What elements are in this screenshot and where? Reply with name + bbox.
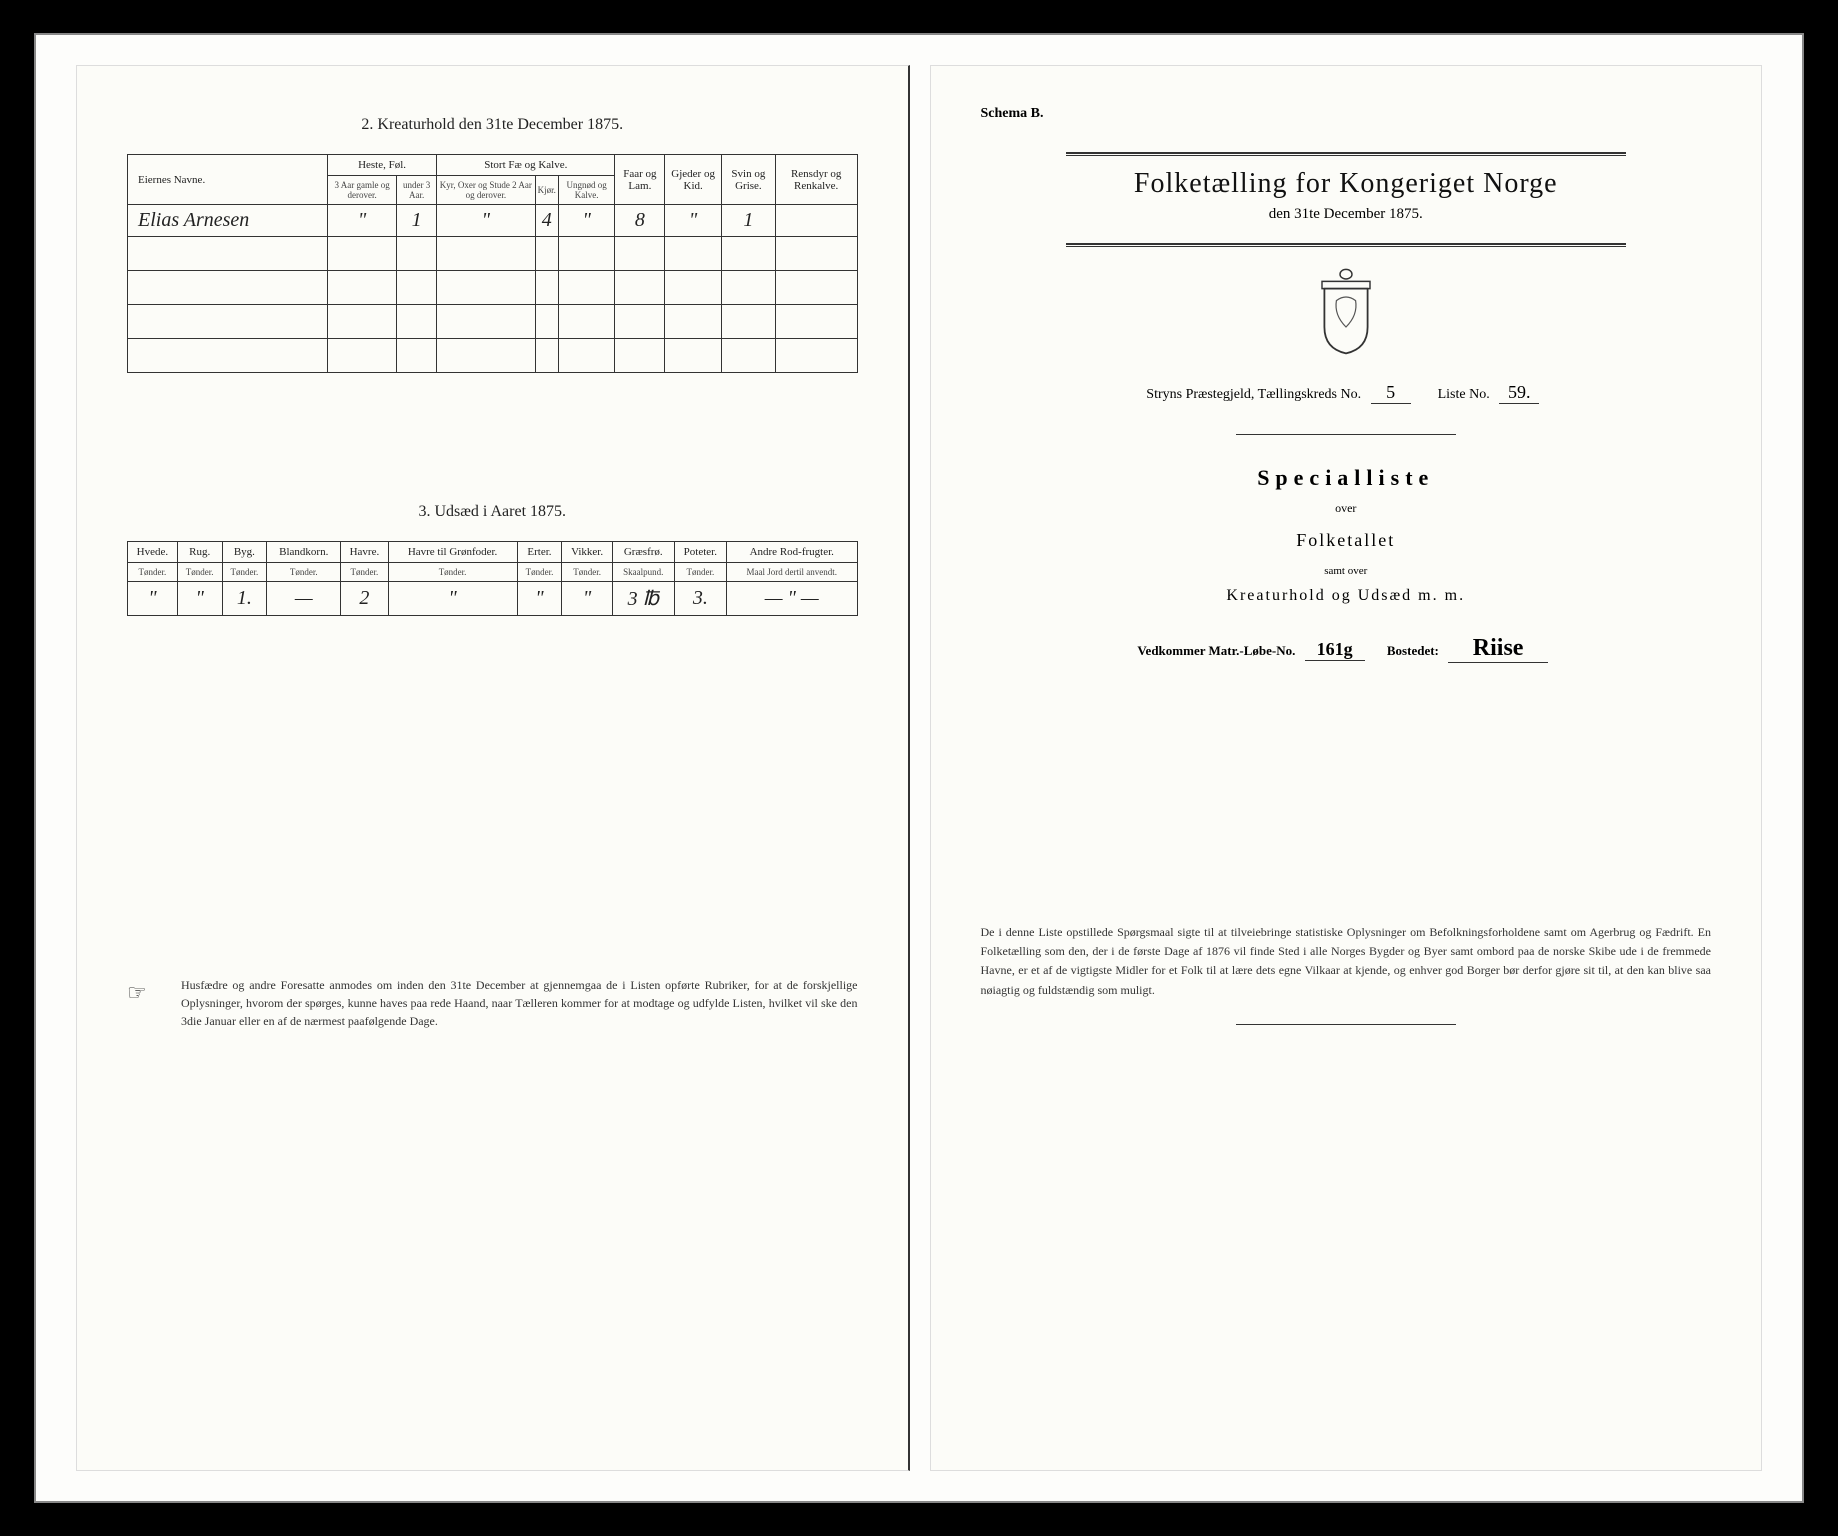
sub-stort2: Kjør.	[535, 176, 558, 205]
seed-cell: —	[267, 582, 341, 616]
sub-stort1: Kyr, Oxer og Stude 2 Aar og derover.	[437, 176, 535, 205]
seed-sub: Skaalpund.	[612, 563, 674, 582]
owner-name: Elias Arnesen	[128, 205, 328, 237]
cell: "	[328, 205, 397, 237]
seed-sub: Tønder.	[177, 563, 222, 582]
cell: "	[437, 205, 535, 237]
seed-sub: Tønder.	[388, 563, 517, 582]
col-svin: Svin og Grise.	[721, 155, 775, 205]
sub-heste1: 3 Aar gamle og derover.	[328, 176, 397, 205]
over-label: over	[981, 501, 1712, 516]
right-footnote: De i denne Liste opstillede Spørgsmaal s…	[981, 923, 1712, 1000]
seed-col: Vikker.	[562, 542, 613, 563]
parish-line: Stryns Præstegjeld, Tællingskreds No. 5 …	[981, 382, 1712, 404]
bostedet-value: Riise	[1448, 635, 1548, 663]
section3-title: 3. Udsæd i Aaret 1875.	[127, 503, 858, 521]
schema-label: Schema B.	[981, 106, 1712, 122]
cell: "	[665, 205, 722, 237]
sub-heste2: under 3 Aar.	[397, 176, 437, 205]
samt-over-label: samt over	[981, 565, 1712, 577]
divider	[1236, 434, 1456, 435]
seed-sub: Maal Jord dertil anvendt.	[726, 563, 857, 582]
seed-cell: "	[562, 582, 613, 616]
table-row	[128, 237, 858, 271]
seed-col: Blandkorn.	[267, 542, 341, 563]
seed-cell: 3.	[674, 582, 726, 616]
cell: 1	[397, 205, 437, 237]
section2-title: 2. Kreaturhold den 31te December 1875.	[127, 116, 858, 134]
seed-cell: 2	[341, 582, 388, 616]
seed-col: Græsfrø.	[612, 542, 674, 563]
seed-cell: 1.	[222, 582, 267, 616]
seed-header-row: Hvede. Rug. Byg. Blandkorn. Havre. Havre…	[128, 542, 858, 563]
seed-cell: "	[177, 582, 222, 616]
document-frame: 2. Kreaturhold den 31te December 1875. E…	[34, 33, 1804, 1503]
seed-cell: "	[388, 582, 517, 616]
seed-cell: "	[517, 582, 562, 616]
seed-sub: Tønder.	[341, 563, 388, 582]
matr-no: 161g	[1305, 639, 1365, 661]
coat-of-arms-icon	[981, 267, 1712, 362]
seed-table: Hvede. Rug. Byg. Blandkorn. Havre. Havre…	[127, 541, 858, 616]
vedkommer-label: Vedkommer Matr.-Løbe-No.	[1137, 643, 1295, 658]
seed-col: Havre.	[341, 542, 388, 563]
seed-sub: Tønder.	[222, 563, 267, 582]
col-gjeder: Gjeder og Kid.	[665, 155, 722, 205]
bottom-divider	[1236, 1024, 1456, 1025]
kreaturhold-label: Kreaturhold og Udsæd m. m.	[981, 587, 1712, 605]
kreds-no: 5	[1371, 382, 1411, 404]
footnote-text: Husfædre og andre Foresatte anmodes om i…	[181, 976, 858, 1030]
col-group-stort: Stort Fæ og Kalve.	[437, 155, 615, 176]
livestock-table: Eiernes Navne. Heste, Føl. Stort Fæ og K…	[127, 154, 858, 373]
right-page: Schema B. Folketælling for Kongeriget No…	[930, 65, 1763, 1471]
seed-sub: Tønder.	[674, 563, 726, 582]
pointing-hand-icon: ☞	[127, 976, 167, 1030]
table-row: Elias Arnesen " 1 " 4 " 8 " 1	[128, 205, 858, 237]
table-row	[128, 271, 858, 305]
seed-col: Erter.	[517, 542, 562, 563]
cell: 1	[721, 205, 775, 237]
col-faar: Faar og Lam.	[615, 155, 665, 205]
seed-cell: — " —	[726, 582, 857, 616]
seed-sub: Tønder.	[562, 563, 613, 582]
cell	[775, 205, 857, 237]
seed-sub: Tønder.	[267, 563, 341, 582]
seed-col: Andre Rod-frugter.	[726, 542, 857, 563]
main-title: Folketælling for Kongeriget Norge	[981, 168, 1712, 200]
seed-sub-row: Tønder. Tønder. Tønder. Tønder. Tønder. …	[128, 563, 858, 582]
seed-cell: "	[128, 582, 178, 616]
cell: "	[558, 205, 615, 237]
bostedet-label: Bostedet:	[1387, 643, 1439, 658]
seed-data-row: " " 1. — 2 " " " 3 ℔ 3. — " —	[128, 582, 858, 616]
main-subtitle: den 31te December 1875.	[981, 206, 1712, 223]
seed-col: Poteter.	[674, 542, 726, 563]
col-group-heste: Heste, Føl.	[328, 155, 437, 176]
seed-col: Havre til Grønfoder.	[388, 542, 517, 563]
col-rensdyr: Rensdyr og Renkalve.	[775, 155, 857, 205]
seed-sub: Tønder.	[128, 563, 178, 582]
col-owner: Eiernes Navne.	[128, 155, 328, 205]
seed-sub: Tønder.	[517, 563, 562, 582]
specialliste-title: Specialliste	[981, 465, 1712, 491]
seed-col: Hvede.	[128, 542, 178, 563]
cell: 8	[615, 205, 665, 237]
title-rule-bottom	[1066, 243, 1626, 247]
folketallet-label: Folketallet	[981, 530, 1712, 551]
liste-label: Liste No.	[1438, 387, 1490, 402]
seed-col: Byg.	[222, 542, 267, 563]
vedkommer-line: Vedkommer Matr.-Løbe-No. 161g Bostedet: …	[981, 635, 1712, 663]
left-footnote: ☞ Husfædre og andre Foresatte anmodes om…	[127, 976, 858, 1030]
left-page: 2. Kreaturhold den 31te December 1875. E…	[76, 65, 910, 1471]
table-row	[128, 339, 858, 373]
cell: 4	[535, 205, 558, 237]
seed-col: Rug.	[177, 542, 222, 563]
parish-prefix: Stryns Præstegjeld, Tællingskreds No.	[1146, 387, 1361, 402]
title-rule-top	[1066, 152, 1626, 156]
seed-cell: 3 ℔	[612, 582, 674, 616]
table-row	[128, 305, 858, 339]
sub-stort3: Ungnød og Kalve.	[558, 176, 615, 205]
liste-no: 59.	[1499, 382, 1539, 404]
